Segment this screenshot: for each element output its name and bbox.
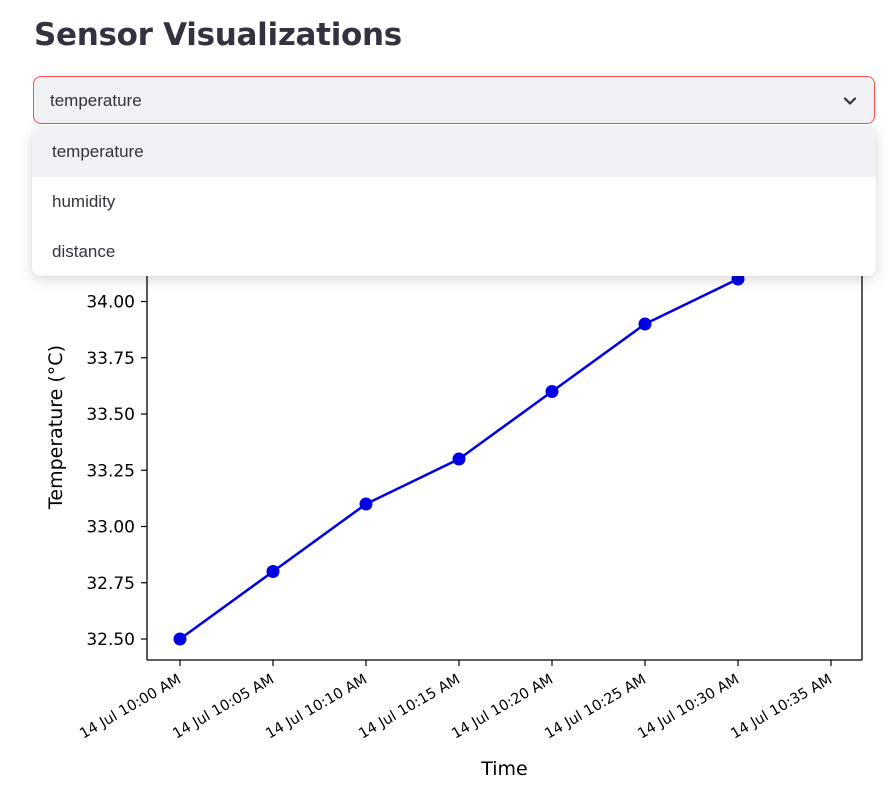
data-point — [452, 452, 466, 466]
x-tick-label: 14 Jul 10:20 AM — [449, 672, 556, 743]
data-point — [173, 632, 187, 646]
data-point — [545, 385, 559, 398]
y-tick-label: 33.50 — [86, 405, 135, 425]
sensor-dropdown-menu: temperature humidity distance — [32, 127, 876, 276]
dropdown-option-temperature[interactable]: temperature — [32, 127, 876, 177]
x-tick-label: 14 Jul 10:35 AM — [728, 672, 835, 743]
y-tick-label: 32.75 — [86, 574, 135, 594]
data-point — [359, 497, 373, 511]
y-tick-label: 33.00 — [86, 518, 135, 538]
x-axis-label: Time — [480, 758, 528, 780]
data-point — [266, 565, 280, 578]
y-axis-label: Temperature (°C) — [45, 345, 67, 510]
x-tick-label: 14 Jul 10:30 AM — [635, 672, 742, 743]
y-tick-label: 33.25 — [86, 461, 135, 481]
y-tick-label: 32.50 — [86, 630, 135, 650]
dropdown-option-humidity[interactable]: humidity — [52, 192, 116, 211]
x-tick-label: 14 Jul 10:10 AM — [263, 672, 370, 743]
x-tick-label: 14 Jul 10:15 AM — [356, 672, 463, 743]
sensor-select[interactable]: temperature — [33, 76, 875, 124]
sensor-select-value: temperature — [50, 91, 142, 110]
chevron-down-icon — [843, 97, 857, 105]
y-tick-label: 34.00 — [86, 293, 135, 313]
x-tick-label: 14 Jul 10:25 AM — [542, 672, 649, 743]
page-title: Sensor Visualizations — [34, 17, 402, 53]
data-point — [638, 317, 652, 331]
x-tick-label: 14 Jul 10:00 AM — [77, 672, 184, 743]
x-tick-label: 14 Jul 10:05 AM — [170, 672, 277, 743]
dropdown-option-distance[interactable]: distance — [52, 242, 116, 261]
y-tick-label: 33.75 — [86, 349, 135, 369]
